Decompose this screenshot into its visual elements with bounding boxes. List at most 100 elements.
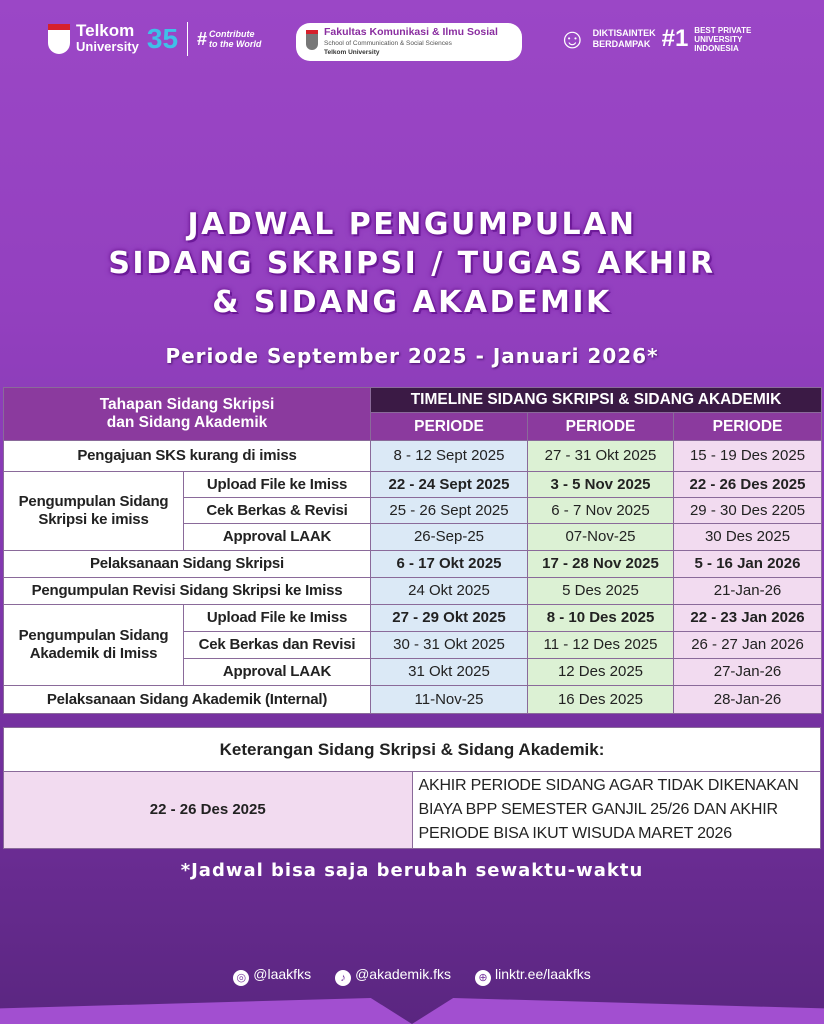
footer-link-text: @akademik.fks [355, 966, 451, 982]
tagline-line: Contribute [209, 29, 255, 39]
table-row: Pelaksanaan Sidang Akademik (Internal) 11… [3, 685, 823, 714]
notes-title: Keterangan Sidang Skripsi & Sidang Akade… [3, 727, 821, 772]
faculty-logo: Fakultas Komunikasi & Ilmu Sosial School… [296, 23, 522, 61]
tagline: # Contribute to the World [197, 29, 261, 49]
table-row: Pelaksanaan Sidang Skripsi 6 - 17 Okt 202… [3, 550, 823, 578]
anniversary-logo: 35 [146, 23, 179, 54]
tiktok-icon: ♪ [335, 970, 352, 986]
period-cell: 31 Okt 2025 [370, 658, 528, 686]
period-cell: 27-Jan-26 [672, 658, 823, 686]
logo-bar: Telkom University 35 # Contribute to the Wo… [0, 18, 824, 64]
logo-text: BERDAMPAK [592, 39, 651, 49]
stage-label: Cek Berkas & Revisi [183, 497, 371, 524]
period-cell: 8 - 10 Des 2025 [527, 604, 674, 632]
table-row: Pengumpulan Sidang Akademik di Imiss Uplo… [3, 604, 823, 686]
faculty-name: Fakultas Komunikasi & Ilmu Sosial [324, 26, 498, 38]
period-cell: 26-Sep-25 [370, 523, 528, 551]
stage-label: Approval LAAK [183, 523, 371, 551]
period-cell: 22 - 24 Sept 2025 [370, 471, 528, 498]
diktisaintek-icon: ☺ [558, 23, 587, 54]
period-cell: 27 - 31 Okt 2025 [527, 440, 674, 472]
period-header: PERIODE [370, 412, 528, 441]
period-cell: 11 - 12 Des 2025 [527, 631, 674, 659]
content-area: Tahapan Sidang Skripsi dan Sidang Akademi… [3, 387, 823, 883]
period-cell: 30 - 31 Okt 2025 [370, 631, 528, 659]
instagram-icon: ◎ [233, 970, 250, 986]
title-line: SIDANG SKRIPSI / TUGAS AKHIR [108, 246, 716, 281]
footer-tiktok[interactable]: ♪ @akademik.fks [335, 965, 451, 986]
stage-label: Pengumpulan Revisi Sidang Skripsi ke Imi… [3, 577, 371, 605]
period-cell: 25 - 26 Sept 2025 [370, 497, 528, 524]
logo-text: DIKTISAINTEK [592, 28, 656, 38]
table-row: Pengumpulan Revisi Sidang Skripsi ke Imi… [3, 577, 823, 605]
group-label: Pengumpulan Sidang Akademik di Imiss [3, 604, 184, 686]
stage-label: Cek Berkas dan Revisi [183, 631, 371, 659]
table-row: Approval LAAK 31 Okt 2025 12 Des 2025 27-Ja… [4, 658, 823, 686]
table-row: Approval LAAK 26-Sep-25 07-Nov-25 30 Des 20… [4, 523, 823, 551]
logo-text: INDONESIA [694, 43, 739, 53]
title-line: JADWAL PENGUMPULAN [187, 207, 637, 242]
period-cell: 30 Des 2025 [672, 523, 823, 551]
period-cell: 21-Jan-26 [672, 577, 823, 605]
diktisaintek-logo: ☺ DIKTISAINTEK BERDAMPAK #1 BEST PRIVATE U… [558, 24, 751, 54]
footer-linktree[interactable]: ⊕ linktr.ee/laakfks [475, 965, 591, 986]
period-cell: 22 - 23 Jan 2026 [672, 604, 823, 632]
period-cell: 17 - 28 Nov 2025 [527, 550, 674, 578]
school-name: School of Communication & Social Science… [324, 40, 452, 47]
period-cell: 27 - 29 Okt 2025 [370, 604, 528, 632]
logo-text: Telkom [76, 21, 135, 40]
telkom-mark-icon [48, 24, 70, 54]
stage-label: Upload File ke Imiss [183, 604, 371, 632]
university-name: Telkom University [324, 49, 380, 56]
period-cell: 15 - 19 Des 2025 [672, 440, 823, 472]
period-header: PERIODE [527, 412, 674, 441]
logo-text: University [76, 39, 139, 54]
period-cell: 28-Jan-26 [672, 685, 823, 714]
timeline-header: TIMELINE SIDANG SKRIPSI & SIDANG AKADEMI… [369, 387, 823, 413]
group-label: Pengumpulan Sidang Skripsi ke imiss [3, 471, 184, 551]
period-subtitle: Periode September 2025 - Januari 2026* [165, 344, 659, 368]
period-cell: 26 - 27 Jan 2026 [672, 631, 823, 659]
period-cell: 3 - 5 Nov 2025 [527, 471, 674, 498]
footer-instagram[interactable]: ◎ @laakfks [233, 965, 311, 986]
period-cell: 12 Des 2025 [527, 658, 674, 686]
notes-table: Keterangan Sidang Skripsi & Sidang Akade… [3, 727, 821, 849]
stage-label: Pelaksanaan Sidang Skripsi [3, 550, 371, 578]
notes-text: AKHIR PERIODE SIDANG AGAR TIDAK DIKENAKA… [411, 771, 821, 849]
stage-header: Tahapan Sidang Skripsi dan Sidang Akademi… [3, 387, 371, 441]
hash-icon: # [197, 29, 208, 49]
stage-label: Pelaksanaan Sidang Akademik (Internal) [3, 685, 371, 714]
disclaimer: *Jadwal bisa saja berubah sewaktu-waktu [180, 860, 644, 881]
period-cell: 8 - 12 Sept 2025 [370, 440, 528, 472]
table-row: Pengumpulan Sidang Skripsi ke imiss Uploa… [3, 471, 823, 551]
period-cell: 11-Nov-25 [370, 685, 528, 714]
rank-badge: #1 [661, 25, 689, 52]
stage-label: Pengajuan SKS kurang di imiss [3, 440, 371, 472]
period-cell: 6 - 17 Okt 2025 [370, 550, 528, 578]
period-header: PERIODE [672, 412, 823, 441]
globe-icon: ⊕ [475, 970, 491, 986]
stage-label: Approval LAAK [183, 658, 371, 686]
period-cell: 6 - 7 Nov 2025 [527, 497, 674, 524]
logo-text: UNIVERSITY [694, 34, 743, 44]
period-cell: 5 Des 2025 [527, 577, 674, 605]
page-title: JADWAL PENGUMPULAN SIDANG SKRIPSI / TUGAS… [0, 205, 824, 322]
footer-link-text: @laakfks [253, 966, 312, 982]
period-cell: 22 - 26 Des 2025 [672, 471, 823, 498]
stage-label: Upload File ke Imiss [183, 471, 371, 498]
period-cell: 29 - 30 Des 2205 [672, 497, 823, 524]
notes-date: 22 - 26 Des 2025 [3, 771, 413, 849]
period-cell: 07-Nov-25 [527, 523, 674, 551]
decorative-bottom [0, 998, 824, 1024]
footer-link-text: linktr.ee/laakfks [495, 966, 591, 982]
schedule-table: Tahapan Sidang Skripsi dan Sidang Akademi… [3, 387, 823, 714]
table-row: Cek Berkas & Revisi 25 - 26 Sept 2025 6 - … [4, 497, 823, 524]
tagline-line: to the World [209, 39, 262, 49]
period-cell: 16 Des 2025 [527, 685, 674, 714]
telkom-mark-icon [306, 30, 318, 50]
logo-text: BEST PRIVATE [694, 25, 752, 35]
period-cell: 5 - 16 Jan 2026 [672, 550, 823, 578]
title-line: & SIDANG AKADEMIK [212, 285, 612, 320]
divider [187, 22, 189, 56]
table-row: Pengajuan SKS kurang di imiss 8 - 12 Sept… [3, 440, 823, 472]
